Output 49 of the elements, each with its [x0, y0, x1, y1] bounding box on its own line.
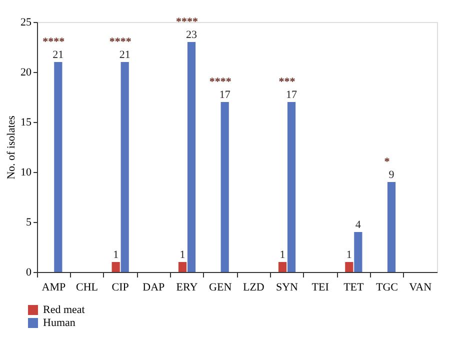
bar: [54, 62, 62, 272]
x-tick-label: TGC: [376, 282, 398, 294]
data-label: 1: [346, 249, 352, 261]
data-label: 21: [52, 49, 64, 61]
bar: [287, 102, 296, 272]
y-tick-label: 5: [26, 216, 32, 228]
y-axis-title: No. of isolates: [6, 116, 18, 180]
data-label: 9: [388, 169, 395, 181]
bar: [112, 262, 120, 272]
annotation: ***: [278, 76, 296, 88]
data-label: 23: [186, 29, 198, 41]
x-tick-label: LZD: [242, 282, 264, 294]
x-tick-label: AMP: [42, 282, 66, 294]
x-tick-label: VAN: [409, 282, 432, 294]
bar: [120, 62, 129, 272]
bar: [187, 42, 196, 272]
x-tick-label: DAP: [142, 282, 165, 294]
y-tick-label: 20: [20, 66, 32, 78]
legend-label: Human: [43, 317, 76, 329]
data-label: 1: [180, 249, 186, 261]
data-label: 17: [286, 89, 298, 101]
data-label: 1: [113, 249, 119, 261]
x-tick-label: CIP: [112, 282, 129, 294]
annotation: ****: [109, 36, 132, 48]
x-tick-label: TET: [344, 282, 364, 294]
annotation: ****: [176, 16, 198, 28]
x-tick-label: CHL: [76, 282, 98, 294]
bar: [387, 182, 396, 272]
x-tick-label: GEN: [209, 282, 232, 294]
bar: [345, 262, 354, 272]
data-label: 21: [119, 49, 130, 61]
bar: [354, 232, 362, 272]
x-tick-label: TEI: [312, 282, 330, 294]
data-label: 4: [355, 219, 362, 231]
annotation: ****: [209, 76, 232, 88]
annotation: *: [384, 156, 390, 168]
y-tick-label: 10: [20, 166, 32, 178]
bar: [178, 262, 187, 272]
y-tick-label: 25: [20, 16, 32, 28]
data-label: 17: [219, 89, 231, 101]
x-tick-label: SYN: [276, 282, 298, 294]
bar: [220, 102, 229, 272]
y-tick-label: 0: [26, 266, 32, 278]
bar: [278, 262, 287, 272]
y-tick-label: 15: [20, 116, 32, 128]
annotation: ****: [42, 36, 66, 48]
legend-label: Red meat: [43, 304, 85, 316]
x-tick-label: ERY: [176, 282, 198, 294]
data-label: 1: [280, 249, 286, 261]
